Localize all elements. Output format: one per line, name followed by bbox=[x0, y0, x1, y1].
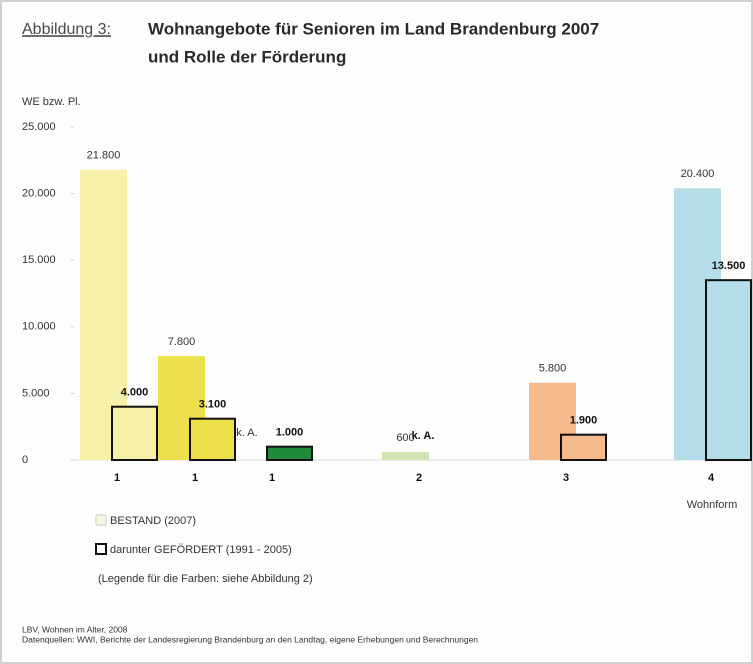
bar bbox=[560, 433, 607, 461]
value-label: 13.500 bbox=[712, 260, 746, 272]
value-label: 600 bbox=[396, 432, 414, 444]
figure-label: Abbildung 3: bbox=[22, 21, 111, 38]
bar bbox=[111, 405, 158, 461]
x-axis-label: Wohnform bbox=[687, 499, 738, 511]
x-tick-label: 2 bbox=[416, 472, 422, 484]
x-tick-label: 1 bbox=[192, 472, 198, 484]
value-label: 7.800 bbox=[168, 336, 196, 348]
bar bbox=[382, 452, 429, 460]
y-tick-label: 5.000 bbox=[22, 387, 50, 399]
source: Datenquellen: WWI, Berichte der Landesre… bbox=[22, 634, 478, 644]
x-tick-label: 4 bbox=[708, 472, 715, 484]
y-tick-label: 15.000 bbox=[22, 254, 56, 266]
legend-swatch bbox=[95, 543, 107, 555]
y-tick-label: 10.000 bbox=[22, 321, 56, 333]
value-label: 1.000 bbox=[276, 427, 304, 439]
value-label: 20.400 bbox=[681, 168, 715, 180]
y-tick-label: 25.000 bbox=[22, 121, 56, 133]
y-tick-label: 0 bbox=[22, 454, 28, 466]
y-axis-label: WE bzw. Pl. bbox=[22, 96, 81, 108]
x-tick-label: 3 bbox=[563, 472, 569, 484]
bar bbox=[189, 417, 236, 462]
value-label: 5.800 bbox=[539, 363, 567, 375]
legend-label: BESTAND (2007) bbox=[110, 515, 196, 527]
note: (Legende für die Farben: siehe Abbildung… bbox=[98, 573, 313, 585]
value-label: k. A. bbox=[412, 430, 435, 442]
source: LBV, Wohnen im Alter, 2008 bbox=[22, 624, 128, 634]
value-label: 21.800 bbox=[87, 150, 121, 162]
bar bbox=[266, 445, 313, 461]
x-tick-label: 1 bbox=[269, 472, 275, 484]
value-label: 4.000 bbox=[121, 387, 149, 399]
legend-swatch bbox=[95, 514, 107, 526]
title: und Rolle der Förderung bbox=[148, 47, 346, 66]
value-label: 1.900 bbox=[570, 415, 598, 427]
value-label: k. A. bbox=[236, 427, 257, 439]
value-label: 3.100 bbox=[199, 399, 227, 411]
y-tick-label: 20.000 bbox=[22, 188, 56, 200]
legend-label: darunter GEFÖRDERT (1991 - 2005) bbox=[110, 544, 292, 556]
bar bbox=[705, 279, 752, 461]
title: Wohnangebote für Senioren im Land Brande… bbox=[148, 19, 599, 38]
x-tick-label: 1 bbox=[114, 472, 120, 484]
